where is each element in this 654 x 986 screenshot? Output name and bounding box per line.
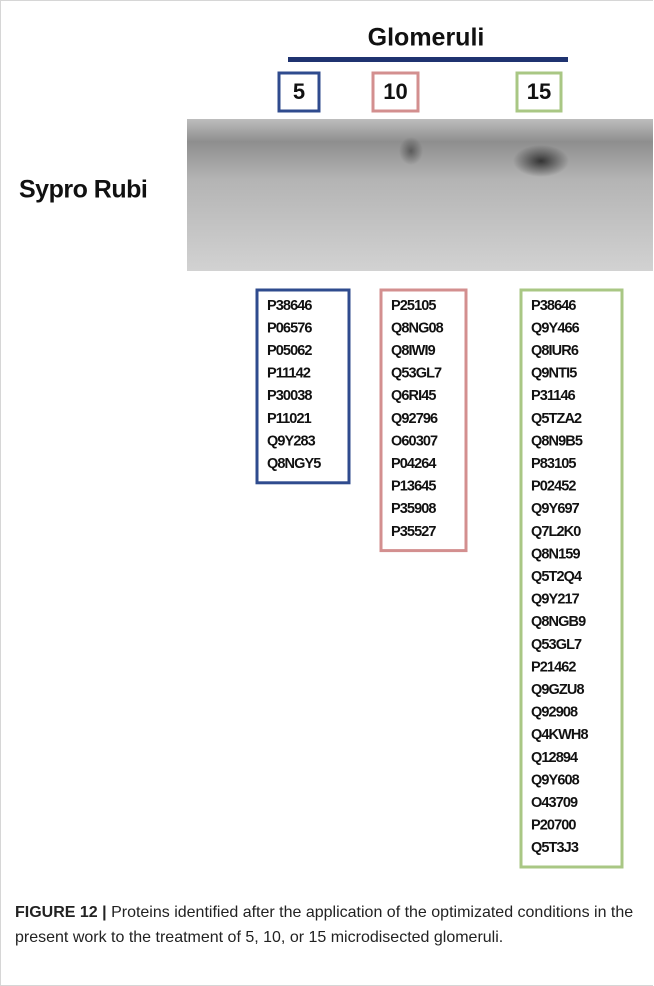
column-label-box [515,71,563,113]
protein-id: Q5T2Q4 [531,569,582,585]
protein-id: Q8NG08 [391,320,444,336]
protein-id: P25105 [391,298,436,314]
protein-id: Q6RI45 [391,388,436,404]
protein-id: Q92908 [531,705,578,721]
protein-id: O43709 [531,795,578,811]
protein-id: Q9NTI5 [531,366,577,382]
protein-id: Q9Y697 [531,501,580,517]
protein-id: P04264 [391,456,436,472]
caption: FIGURE 12 | Proteins identified after th… [15,900,635,950]
column-label-box [371,71,420,113]
protein-id: Q9Y283 [267,433,316,449]
protein-id: Q8IUR6 [531,343,579,359]
row-label: Sypro Rubi [19,176,147,204]
protein-id: Q9Y608 [531,772,580,788]
protein-id: Q53GL7 [531,637,582,653]
protein-id: Q53GL7 [391,366,442,382]
protein-id: P20700 [531,818,576,834]
protein-id: Q8IWI9 [391,343,436,359]
protein-id: Q92796 [391,411,438,427]
protein-id: Q4KWH8 [531,727,588,743]
column-label: 15 [527,79,551,104]
protein-id: O60307 [391,433,438,449]
protein-id: P05062 [267,343,312,359]
column-label: 10 [383,79,407,104]
figure-graphic: Glomeruli Sypro Rubi 5 P38646 P06576 P05062… [19,24,653,869]
group-title: Glomeruli [368,24,485,52]
protein-id: P06576 [267,320,312,336]
protein-id: Q9Y466 [531,320,580,336]
protein-id: P13645 [391,479,436,495]
protein-id: P38646 [267,298,312,314]
protein-id: Q5T3J3 [531,840,579,856]
protein-id: Q9GZU8 [531,682,584,698]
protein-list-box [519,288,624,869]
caption-label: FIGURE 12 | [15,904,107,921]
protein-id: P35527 [391,524,436,540]
protein-id: P11021 [267,411,312,427]
caption-text: Proteins identified after the applicatio… [15,904,634,946]
gel-band [513,145,569,177]
protein-id: P38646 [531,298,576,314]
group-bar [288,57,568,62]
protein-id: Q8N159 [531,546,580,562]
protein-list-box [379,288,468,553]
column-label: 5 [293,79,305,104]
protein-id: Q9Y217 [531,592,580,608]
protein-id: Q8NGY5 [267,456,321,472]
protein-list-box [255,288,351,485]
protein-id: Q8N9B5 [531,433,583,449]
protein-id: Q8NGB9 [531,614,586,630]
protein-id: P35908 [391,501,436,517]
protein-id: P02452 [531,479,576,495]
protein-id: Q5TZA2 [531,411,582,427]
column-label-box [277,71,321,113]
protein-id: P21462 [531,659,576,675]
protein-id: Q12894 [531,750,578,766]
gel-band [399,137,423,165]
protein-id: P30038 [267,388,312,404]
protein-id: P11142 [267,366,311,382]
protein-id: P83105 [531,456,576,472]
protein-id: P31146 [531,388,576,404]
protein-id: Q7L2K0 [531,524,581,540]
